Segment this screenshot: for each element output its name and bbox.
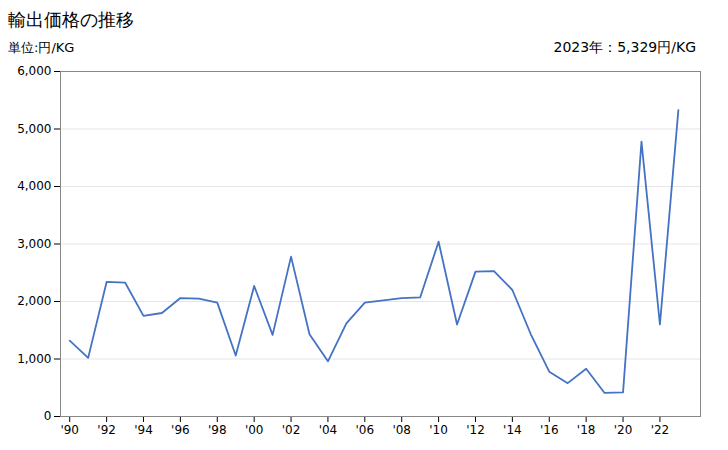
svg-text:3,000: 3,000 (17, 237, 51, 251)
svg-text:2,000: 2,000 (17, 294, 51, 308)
svg-text:'10: '10 (429, 423, 448, 437)
html-text:単位:円/KG: 単位:円/KG (8, 40, 75, 55)
svg-text:'18: '18 (577, 423, 596, 437)
html-text:2023年：5,329円/KG: 2023年：5,329円/KG (553, 39, 696, 55)
svg-text:'22: '22 (651, 423, 670, 437)
svg-text:5,000: 5,000 (17, 122, 51, 136)
svg-text:'96: '96 (171, 423, 190, 437)
svg-text:'20: '20 (614, 423, 633, 437)
svg-text:'16: '16 (540, 423, 559, 437)
svg-text:'04: '04 (319, 423, 338, 437)
svg-text:'08: '08 (392, 423, 411, 437)
svg-text:4,000: 4,000 (17, 179, 51, 193)
svg-text:'14: '14 (503, 423, 522, 437)
svg-text:'94: '94 (134, 423, 153, 437)
svg-text:'92: '92 (97, 423, 116, 437)
svg-text:'90: '90 (60, 423, 79, 437)
svg-text:'02: '02 (282, 423, 301, 437)
svg-text:'00: '00 (245, 423, 264, 437)
svg-text:0: 0 (44, 409, 52, 423)
svg-text:'06: '06 (356, 423, 375, 437)
svg-text:6,000: 6,000 (17, 64, 51, 78)
html-text:輸出価格の推移: 輸出価格の推移 (8, 9, 134, 30)
svg-text:1,000: 1,000 (17, 352, 51, 366)
svg-text:'98: '98 (208, 423, 227, 437)
svg-text:'12: '12 (466, 423, 485, 437)
